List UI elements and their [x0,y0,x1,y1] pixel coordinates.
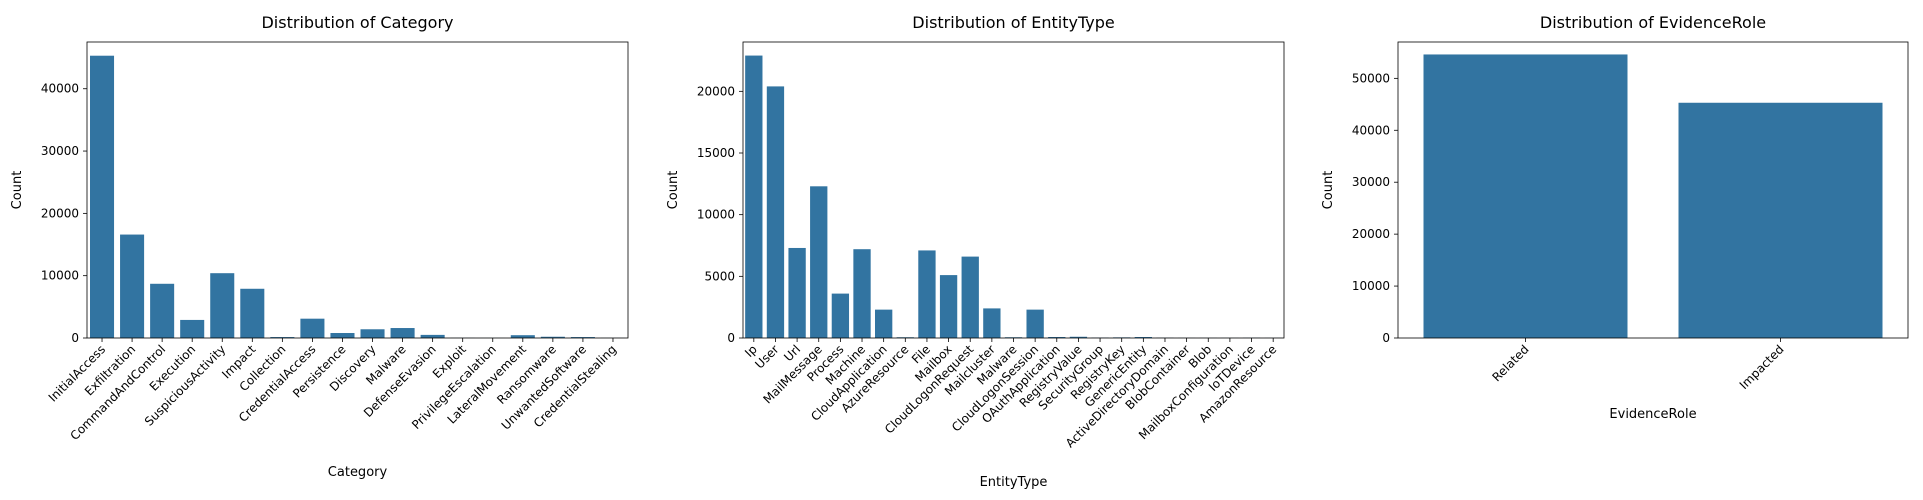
plot-frame [742,41,1285,339]
bar-mailbox [939,275,958,338]
plot-frame [86,41,629,339]
bar-initialaccess [90,55,115,338]
bar-exfiltration [120,234,145,338]
chart-evidence-role: Distribution of EvidenceRole Related Impac… [1321,13,1909,422]
bar-cloudlogonrequest [961,256,979,338]
bar-credentialaccess [300,318,325,338]
bar-file [918,250,936,338]
chart-title: Distribution of EvidenceRole [1540,13,1766,32]
bar-lateralmovement [510,335,535,338]
plot-frame [1397,41,1909,339]
bar-oauthapplication [1048,337,1066,338]
bar-commandandcontrol [150,283,175,338]
y-tick-label: 0 [727,331,735,345]
y-tick-label: 40000 [41,82,79,96]
bar-discovery [360,329,385,338]
y-tick-label: 10000 [697,208,735,222]
y-tick-label: 30000 [1352,175,1390,189]
x-tick-label: Related [1489,342,1531,384]
y-tick-label: 30000 [41,144,79,158]
y-tick-label: 10000 [1352,279,1390,293]
y-axis-label: Count [666,171,681,210]
x-axis-label: Category [328,465,388,480]
y-tick-label: 50000 [1352,71,1390,85]
bar-user [766,86,785,339]
y-tick-label: 0 [1382,331,1390,345]
bar-mailmessage [810,186,828,338]
bar-malware [390,328,415,338]
y-tick-label: 20000 [1352,227,1390,241]
bar-impact [240,288,265,338]
y-tick-label: 20000 [697,84,735,98]
bar-suspiciousactivity [210,273,235,338]
y-axis-label: Count [1321,171,1336,210]
bar-impacted [1678,102,1883,338]
chart-category: Distribution of CategoryInitialAccessExf… [10,13,629,480]
bar-persistence [330,333,355,338]
x-axis-label: EvidenceRole [1609,407,1696,422]
x-tick-label: User [752,342,781,371]
bar-registryvalue [1069,336,1088,338]
y-tick-label: 5000 [704,269,735,283]
bar-machine [853,249,871,338]
bar-genericentity [1134,337,1152,338]
y-tick-label: 20000 [41,206,79,220]
bar-mailcluster [983,308,1001,338]
bar-process [831,293,850,338]
y-axis-label: Count [10,171,25,210]
bar-collection [270,337,295,338]
bar-defenseevasion [420,334,445,338]
bar-cloudapplication [875,309,893,338]
x-tick-label: Impacted [1737,342,1787,392]
y-tick-label: 0 [71,331,79,345]
y-tick-label: 15000 [697,146,735,160]
chart-title: Distribution of Category [261,13,453,32]
bar-related [1423,54,1628,338]
bar-ip [745,55,763,339]
chart-title: Distribution of EntityType [912,13,1114,32]
y-tick-label: 10000 [41,269,79,283]
x-axis-label: EntityType [980,475,1048,490]
bar-ransomware [540,336,565,338]
y-tick-label: 40000 [1352,123,1390,137]
bar-url [788,247,806,338]
bar-unwantedsoftware [570,337,595,338]
bar-execution [180,319,205,338]
bar-cloudlogonsession [1026,309,1044,338]
